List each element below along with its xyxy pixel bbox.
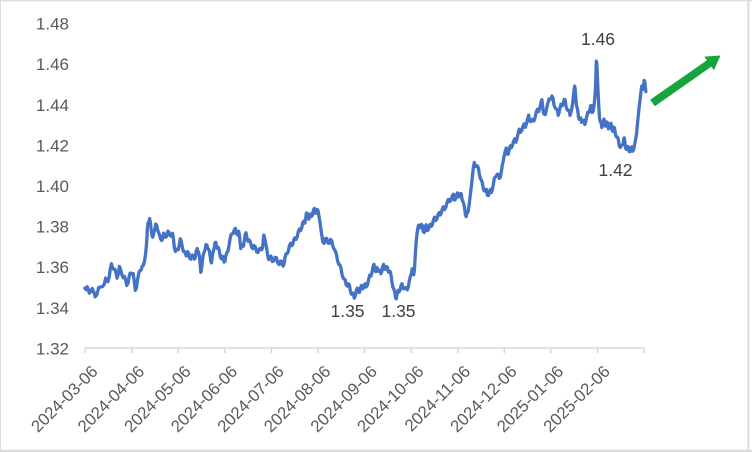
svg-text:1.35: 1.35 bbox=[330, 301, 364, 321]
svg-text:1.46: 1.46 bbox=[581, 29, 615, 49]
svg-text:1.34: 1.34 bbox=[36, 299, 69, 318]
svg-text:1.38: 1.38 bbox=[36, 218, 69, 237]
svg-text:1.46: 1.46 bbox=[36, 55, 69, 74]
svg-text:1.35: 1.35 bbox=[381, 301, 415, 321]
svg-text:1.40: 1.40 bbox=[36, 177, 69, 196]
svg-text:1.42: 1.42 bbox=[36, 136, 69, 155]
svg-text:1.32: 1.32 bbox=[36, 339, 69, 358]
svg-text:1.42: 1.42 bbox=[598, 160, 632, 180]
svg-text:1.48: 1.48 bbox=[36, 15, 69, 34]
svg-text:1.36: 1.36 bbox=[36, 258, 69, 277]
svg-text:1.44: 1.44 bbox=[36, 96, 69, 115]
